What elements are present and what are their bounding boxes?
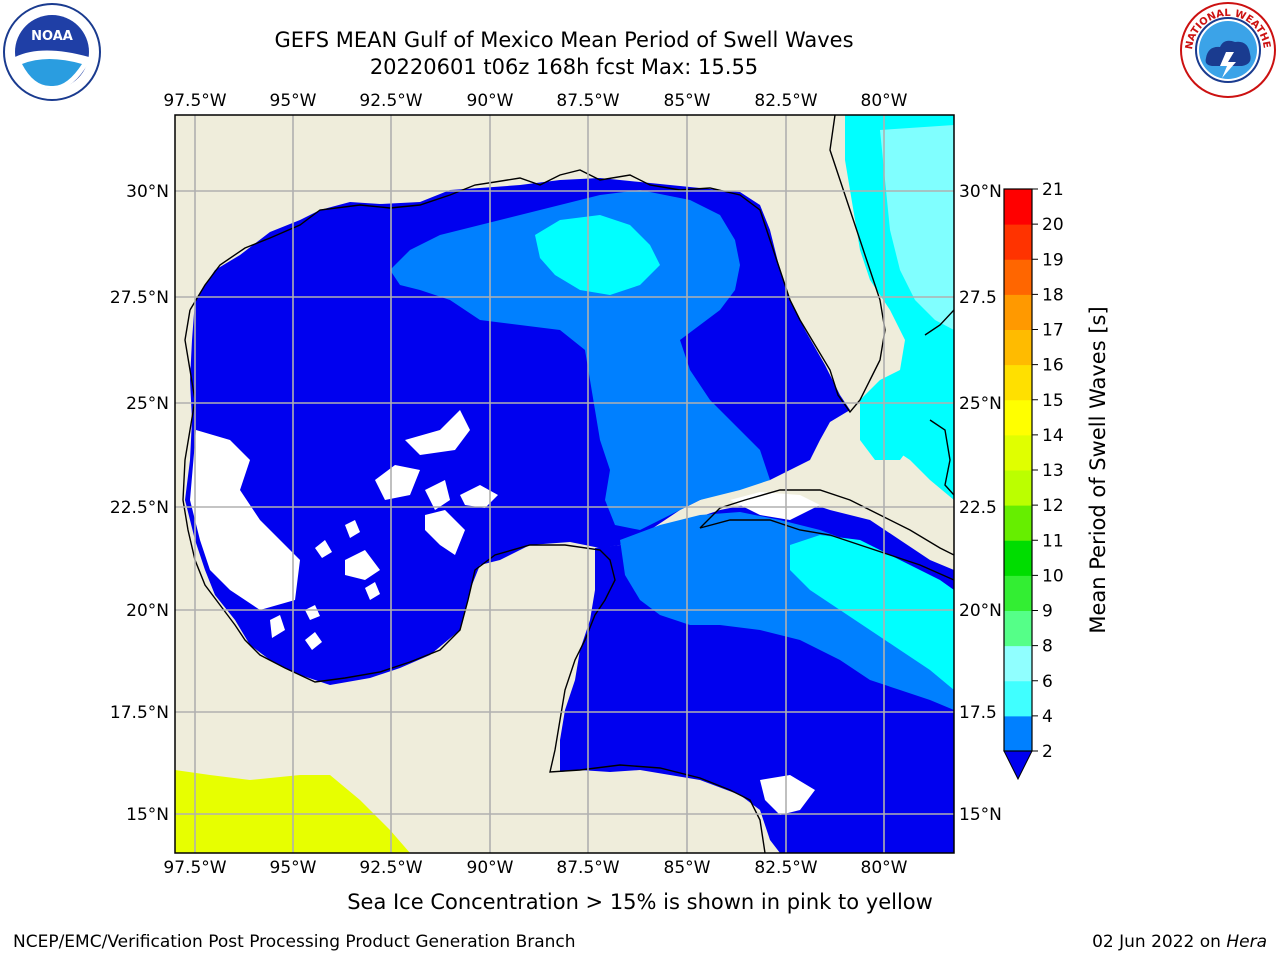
- map-title: GEFS MEAN Gulf of Mexico Mean Period of …: [274, 28, 854, 52]
- colorbar-tick-label: 8: [1042, 637, 1053, 657]
- lat-label: 27.5: [959, 288, 997, 308]
- colorbar-segment: [1004, 505, 1032, 541]
- lat-label: 15°N: [959, 805, 1002, 825]
- colorbar-segment: [1004, 610, 1032, 647]
- graticule: [175, 115, 954, 853]
- lat-labels-right: 30°N 27.5 25°N 22.5 20°N 17.5 15°N: [959, 182, 1002, 825]
- lon-labels-bottom: 97.5°W 95°W 92.5°W 90°W 87.5°W 85°W 82.5…: [163, 858, 907, 878]
- lon-label: 90°W: [467, 858, 514, 878]
- colorbar-segment: [1004, 434, 1032, 471]
- no-data-patches: [190, 410, 820, 815]
- lat-label: 17.5°N: [110, 703, 169, 723]
- coastlines: [182, 115, 954, 853]
- map-frame: [174, 114, 955, 854]
- lon-label: 87.5°W: [556, 91, 619, 111]
- lon-label: 92.5°W: [359, 91, 422, 111]
- lat-label: 27.5°N: [110, 288, 169, 308]
- colorbar-tick-label: 14: [1042, 426, 1064, 446]
- colorbar-segment: [1004, 224, 1032, 260]
- colorbar-segment: [1004, 189, 1032, 225]
- lon-label: 82.5°W: [754, 91, 817, 111]
- lon-labels-top: 97.5°W 95°W 92.5°W 90°W 87.5°W 85°W 82.5…: [163, 91, 907, 111]
- colorbar-extension-arrow: [1003, 750, 1033, 781]
- lon-label: 92.5°W: [359, 858, 422, 878]
- colorbar-label: Mean Period of Swell Waves [s]: [1086, 306, 1110, 633]
- lat-label: 25°N: [959, 394, 1002, 414]
- lat-label: 15°N: [126, 805, 169, 825]
- colorbar-tick-label: 16: [1042, 356, 1064, 376]
- map-subtitle: 20220601 t06z 168h fcst Max: 15.55: [369, 55, 759, 79]
- lon-label: 87.5°W: [556, 858, 619, 878]
- nws-logo: NATIONAL WEATHER SERVICE: [1178, 0, 1276, 98]
- lon-label: 97.5°W: [163, 91, 226, 111]
- colorbar-tick-label: 2: [1042, 742, 1053, 762]
- colorbar-segment: [1004, 294, 1032, 330]
- lon-label: 80°W: [861, 858, 908, 878]
- colorbar-tick-label: 11: [1042, 531, 1064, 551]
- colorbar-tick-label: 6: [1042, 672, 1053, 692]
- swell-4-6s-eastern-gulf: [390, 190, 770, 530]
- noaa-logo-text: NOAA: [31, 29, 73, 44]
- colorbar-tick-label: 4: [1042, 707, 1053, 727]
- lon-label: 90°W: [467, 91, 514, 111]
- colorbar-tick-label: 9: [1042, 602, 1053, 622]
- lon-label: 80°W: [861, 91, 908, 111]
- swell-6-8s-straits: [860, 370, 925, 460]
- footer-date-text: 02 Jun 2022 on: [1092, 932, 1227, 952]
- lat-label: 30°N: [126, 182, 169, 202]
- lat-label: 22.5°N: [110, 498, 169, 518]
- colorbar-segment: [1004, 329, 1032, 366]
- footer-date: 02 Jun 2022 on Hera: [1092, 932, 1267, 952]
- colorbar-segment: [1004, 540, 1032, 576]
- lon-label: 85°W: [664, 858, 711, 878]
- colorbar-segment: [1004, 715, 1032, 752]
- colorbar-segment: [1004, 645, 1032, 682]
- map-area: [175, 115, 954, 853]
- swell-6-8s-northern-gulf: [535, 215, 660, 295]
- colorbar-segment: [1004, 364, 1032, 401]
- lon-label: 95°W: [270, 91, 317, 111]
- lat-labels-left: 30°N 27.5°N 25°N 22.5°N 20°N 17.5°N 15°N: [110, 182, 169, 825]
- colorbar-tick-label: 20: [1042, 215, 1064, 235]
- colorbar-segment: [1004, 470, 1032, 506]
- sea-ice-caption: Sea Ice Concentration > 15% is shown in …: [0, 890, 1280, 914]
- colorbar-segment: [1004, 680, 1032, 717]
- colorbar: 2 4 6 8 9 10 11 12 13 14 15 16 17 18 19 20 21: [1003, 180, 1064, 781]
- lon-label: 82.5°W: [754, 858, 817, 878]
- lat-label: 25°N: [126, 394, 169, 414]
- lon-label: 97.5°W: [163, 858, 226, 878]
- lat-label: 17.5: [959, 703, 997, 723]
- lat-label: 22.5: [959, 498, 997, 518]
- colorbar-tick-label: 10: [1042, 566, 1064, 586]
- lat-label: 20°N: [126, 601, 169, 621]
- colorbar-tick-label: 13: [1042, 461, 1064, 481]
- footer-credit: NCEP/EMC/Verification Post Processing Pr…: [13, 932, 576, 952]
- colorbar-tick-label: 18: [1042, 285, 1064, 305]
- swell-6-8s-caribbean: [790, 535, 954, 690]
- lon-label: 95°W: [270, 858, 317, 878]
- sea-ice-caption-text: Sea Ice Concentration > 15% is shown in …: [347, 890, 933, 914]
- footer-system-name: Hera: [1226, 932, 1267, 952]
- colorbar-tick-label: 15: [1042, 391, 1064, 411]
- noaa-logo: NOAA: [3, 3, 101, 101]
- lat-label: 30°N: [959, 182, 1002, 202]
- colorbar-tick-label: 19: [1042, 250, 1064, 270]
- colorbar-tick-label: 17: [1042, 321, 1064, 341]
- colorbar-tick-label: 21: [1042, 180, 1064, 200]
- swell-8-10s-atlantic: [880, 125, 954, 330]
- colorbar-segment: [1004, 259, 1032, 295]
- lon-label: 85°W: [664, 91, 711, 111]
- colorbar-segment: [1004, 399, 1032, 436]
- lat-label: 20°N: [959, 601, 1002, 621]
- colorbar-tick-label: 12: [1042, 496, 1064, 516]
- colorbar-segment: [1004, 575, 1032, 611]
